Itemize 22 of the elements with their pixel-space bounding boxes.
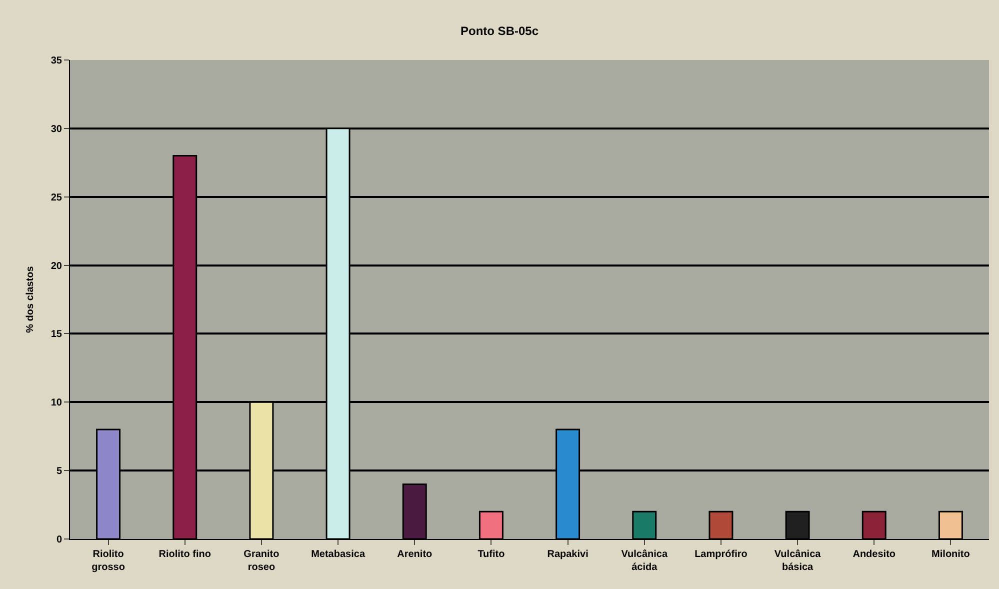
x-tick-label: Vulcânica básica [774, 549, 822, 573]
x-tick-label: Riolito grosso [92, 549, 125, 573]
x-tick-label: Andesito [852, 549, 896, 560]
x-tick-label: Lamprófiro [694, 549, 748, 560]
y-tick-label: 10 [50, 398, 62, 409]
x-tick-label: Milonito [932, 549, 970, 560]
y-tick-label: 35 [50, 56, 62, 66]
y-tick-label: 25 [50, 192, 62, 204]
x-tick-label: Rapakivi [547, 549, 589, 560]
x-tick-label: Vulcânica ácida [621, 549, 668, 573]
y-tick-label: 5 [56, 466, 62, 478]
x-tick-label: Granito roseo [244, 549, 280, 573]
x-tick-label: Metabasica [311, 549, 366, 560]
y-tick-label: 0 [56, 534, 62, 546]
y-axis-title: % dos clastos [24, 266, 36, 333]
y-tick-label: 20 [50, 260, 62, 272]
x-tick-label: Riolito fino [158, 549, 211, 560]
x-tick-label: Arenito [397, 549, 432, 560]
x-tick-label: Tufito [478, 549, 505, 560]
y-tick-label: 15 [50, 329, 62, 340]
y-tick-label: 30 [50, 124, 62, 135]
chart-title: Ponto SB-05c [460, 24, 539, 38]
